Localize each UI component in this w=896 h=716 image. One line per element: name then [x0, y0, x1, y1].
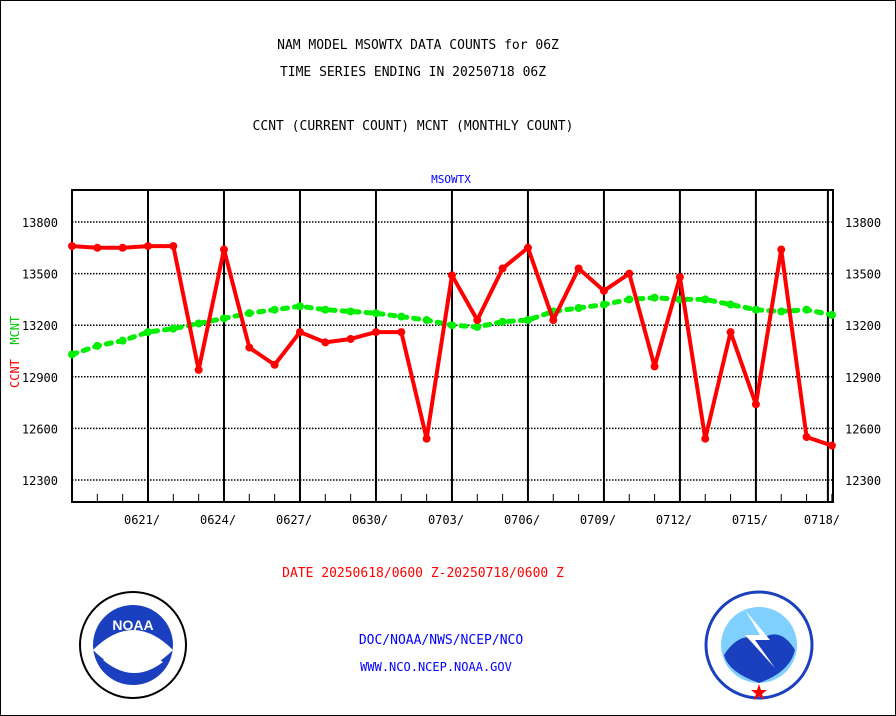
mcnt-point — [346, 307, 355, 316]
mcnt-point — [650, 293, 659, 302]
x-tick-label: 0627/ — [276, 513, 312, 527]
ccnt-point — [549, 316, 558, 325]
y-tick-label-left: 13200 — [22, 319, 58, 333]
ccnt-point — [397, 328, 406, 337]
x-tick-label: 0718/ — [804, 513, 840, 527]
plot-title: MSOWTX — [431, 173, 471, 186]
svg-text:NOAA: NOAA — [112, 617, 153, 633]
org-label: DOC/NOAA/NWS/NCEP/NCO — [358, 633, 524, 648]
chart-title-line2: TIME SERIES ENDING IN 20250718 06Z — [279, 65, 547, 80]
ccnt-point — [726, 328, 735, 337]
y-tick-label-right: 13200 — [845, 319, 881, 333]
y-tick-label-right: 13800 — [845, 216, 881, 230]
y-tick-label-right: 12900 — [845, 371, 881, 385]
y-tick-label-left: 13500 — [22, 268, 58, 282]
mcnt-point — [219, 314, 228, 323]
nws-logo — [704, 590, 814, 700]
ccnt-point — [701, 434, 710, 443]
mcnt-point — [422, 316, 431, 325]
x-tick-label: 0630/ — [352, 513, 388, 527]
y-tick-label-right: 12600 — [845, 422, 881, 436]
mcnt-point — [270, 305, 279, 314]
mcnt-point — [295, 302, 304, 311]
mcnt-point — [397, 312, 406, 321]
x-tick-label: 0715/ — [732, 513, 768, 527]
ccnt-point — [270, 360, 279, 369]
mcnt-point — [447, 321, 456, 330]
date-range-label: DATE 20250618/0600 Z-20250718/0600 Z — [282, 566, 564, 581]
mcnt-point — [68, 350, 76, 359]
ccnt-point — [93, 243, 102, 252]
ccnt-point — [143, 242, 152, 251]
mcnt-point — [118, 336, 127, 345]
ccnt-point — [827, 441, 836, 450]
ccnt-point — [346, 334, 355, 343]
mcnt-point — [371, 309, 380, 318]
mcnt-point — [473, 322, 482, 331]
ccnt-point — [523, 243, 532, 252]
ccnt-point — [245, 343, 254, 352]
mcnt-point — [751, 305, 760, 314]
mcnt-point — [827, 310, 836, 319]
ccnt-point — [194, 365, 203, 374]
x-tick-label: 0624/ — [200, 513, 236, 527]
url-link[interactable]: WWW.NCO.NCEP.NOAA.GOV — [360, 660, 512, 674]
y-tick-label-right: 13500 — [845, 268, 881, 282]
mcnt-point — [143, 328, 152, 337]
ccnt-point — [574, 264, 583, 273]
ccnt-point — [599, 286, 608, 295]
y-tick-label-left: 12600 — [22, 422, 58, 436]
ccnt-point — [650, 362, 659, 371]
ccnt-point — [371, 328, 380, 337]
mcnt-point — [726, 300, 735, 309]
ccnt-point — [68, 242, 76, 251]
mcnt-point — [93, 341, 102, 350]
mcnt-point — [194, 319, 203, 328]
mcnt-point — [802, 305, 811, 314]
mcnt-point — [574, 304, 583, 312]
ccnt-point — [219, 245, 228, 254]
y-tick-label-left: 12300 — [22, 474, 58, 488]
ccnt-point — [777, 245, 786, 254]
y-tick-label-left: 13800 — [22, 216, 58, 230]
mcnt-point — [245, 309, 254, 318]
mcnt-point — [599, 300, 608, 309]
mcnt-point — [625, 295, 634, 304]
ccnt-point — [675, 273, 684, 282]
ccnt-point — [473, 316, 482, 325]
noaa-logo: NOAA — [79, 591, 187, 699]
ccnt-point — [751, 400, 760, 409]
x-tick-label: 0703/ — [428, 513, 464, 527]
mcnt-point — [777, 307, 786, 316]
ccnt-point — [802, 433, 811, 441]
ccnt-point — [422, 434, 431, 443]
mcnt-point — [498, 317, 507, 326]
y-tick-label-left: 12900 — [22, 371, 58, 385]
mcnt-point — [523, 316, 532, 325]
x-tick-label: 0712/ — [656, 513, 692, 527]
x-tick-label: 0621/ — [124, 513, 160, 527]
chart-title-line3: CCNT (CURRENT COUNT) MCNT (MONTHLY COUNT… — [252, 119, 574, 134]
mcnt-point — [169, 324, 178, 333]
ccnt-point — [625, 269, 634, 278]
ccnt-point — [498, 264, 507, 273]
mcnt-point — [701, 295, 710, 304]
x-tick-label: 0709/ — [580, 513, 616, 527]
chart-title-line1: NAM MODEL MSOWTX DATA COUNTS for 06Z — [277, 38, 559, 53]
ccnt-point — [295, 328, 304, 337]
ccnt-point — [118, 243, 127, 252]
x-tick-label: 0706/ — [504, 513, 540, 527]
ccnt-point — [169, 242, 178, 251]
ccnt-point — [321, 338, 330, 347]
mcnt-point — [321, 305, 330, 314]
y-tick-label-right: 12300 — [845, 474, 881, 488]
ccnt-point — [447, 271, 456, 280]
